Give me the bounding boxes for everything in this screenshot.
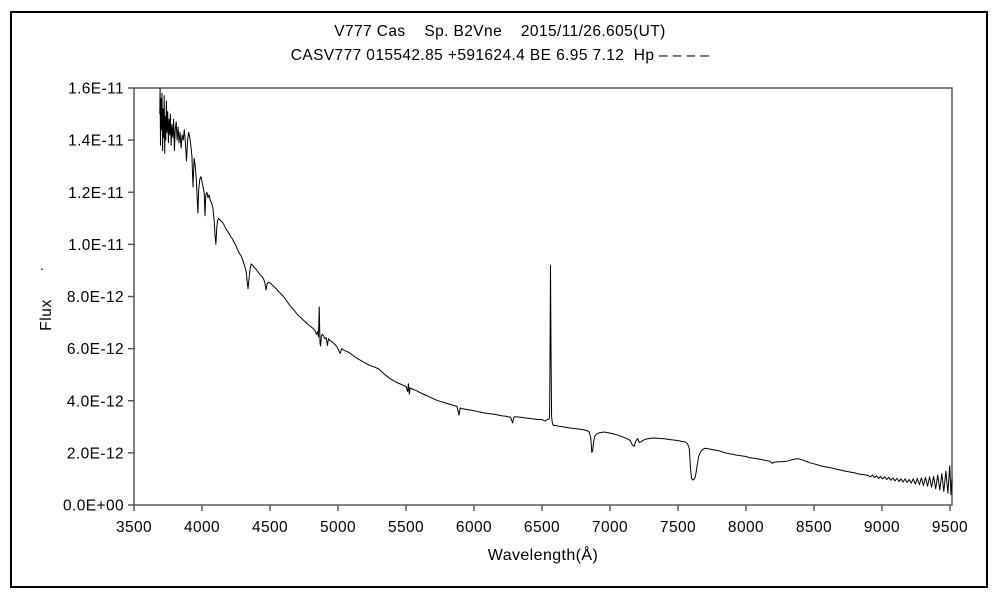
x-axis-title: Wavelength(Å) [487,547,599,564]
x-tick-label: 9000 [864,519,900,536]
x-axis: 3500 4000 4500 5000 5500 6000 6500 7000 7500 8000… [116,505,968,536]
spectrum-line [159,87,953,496]
x-tick-label: 4500 [252,519,288,536]
x-tick-label: 8500 [796,519,832,536]
plot-frame-group [133,87,953,506]
x-tick-label: 5500 [388,519,424,536]
y-tick-label: 6.0E-12 [67,341,124,358]
x-tick-label: 4000 [184,519,220,536]
stray-dot-artifact: . [40,257,44,273]
x-tick-label: 9500 [932,519,968,536]
y-tick-label: 2.0E-12 [67,445,124,462]
y-tick-label: 4.0E-12 [67,393,124,410]
y-tick-label: 1.2E-11 [68,185,124,202]
chart-subtitle: CASV777 015542.85 +591624.4 BE 6.95 7.12… [290,47,710,64]
plot-frame [133,87,953,506]
y-axis: 0.0E+00 2.0E-12 4.0E-12 6.0E-12 8.0E-12 1.0E-… [63,81,134,515]
x-tick-label: 7500 [660,519,696,536]
spectrum-series [159,87,953,496]
y-tick-label: 1.4E-11 [68,133,124,150]
x-tick-label: 8000 [728,519,764,536]
y-tick-label: 0.0E+00 [63,498,124,515]
x-tick-label: 7000 [592,519,628,536]
y-tick-label: 1.0E-11 [68,237,124,254]
chart-title: V777 Cas Sp. B2Vne 2015/11/26.605(UT) [334,23,666,40]
x-tick-label: 6500 [524,519,560,536]
y-tick-label: 1.6E-11 [68,81,124,98]
y-tick-label: 8.0E-12 [67,289,124,306]
x-tick-label: 3500 [116,519,152,536]
outer-border [10,11,988,588]
x-tick-label: 6000 [456,519,492,536]
x-tick-label: 5000 [320,519,356,536]
